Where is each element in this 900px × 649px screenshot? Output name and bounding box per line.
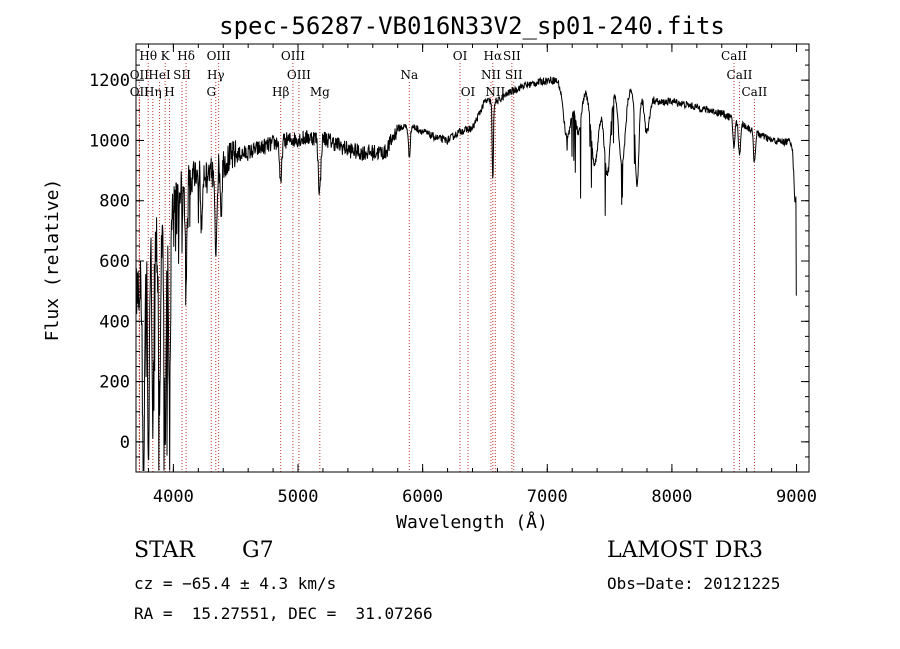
y-tick-label: 800	[99, 192, 130, 212]
spectral-line-label: SII	[503, 49, 521, 63]
spectral-line-label: SII	[173, 68, 191, 82]
spectral-line-label: Na	[400, 68, 418, 82]
object-subclass: G7	[242, 538, 274, 563]
spectral-line-label: OIII	[207, 49, 231, 63]
redshift-velocity: cz = −65.4 ± 4.3 km/s	[134, 574, 337, 593]
spectral-line-label: NII	[481, 68, 501, 82]
axes: 4000 5000 6000 7000 8000 9000 0 200 400 600 800 100…	[89, 44, 817, 507]
spectral-line-label: OI	[453, 49, 468, 63]
survey-name: LAMOST DR3	[607, 538, 763, 563]
x-tick-label: 7000	[527, 487, 568, 507]
y-tick-label: 600	[99, 252, 130, 272]
spectral-line-label: K	[161, 49, 171, 63]
y-tick-label: 200	[99, 373, 130, 393]
y-tick-label: 0	[120, 433, 130, 453]
spectral-line-label: OIII	[281, 49, 305, 63]
chart-title: spec-56287-VB016N33V2_sp01-240.fits	[219, 12, 725, 40]
spectral-line-label: Mg	[310, 85, 330, 99]
y-tick-label: 1200	[89, 71, 130, 91]
spectral-line-label: Hγ	[207, 68, 225, 82]
x-tick-label: 5000	[278, 487, 319, 507]
spectral-line-label: Hα	[484, 49, 503, 63]
object-type: STAR	[134, 538, 195, 563]
y-axis-label: Flux (relative)	[42, 179, 63, 342]
observation-date: Obs−Date: 20121225	[607, 574, 781, 593]
y-tick-label: 400	[99, 312, 130, 332]
x-tick-label: 6000	[402, 487, 443, 507]
spectral-line-label: H	[164, 85, 174, 99]
spectral-line-label: OI	[461, 85, 476, 99]
spectral-line-label: OII	[130, 85, 150, 99]
spectral-line-label: HeI	[148, 68, 171, 82]
spectral-line-label: CaII	[741, 85, 767, 99]
spectral-line-label: OIII	[287, 68, 311, 82]
spectral-line-label: SII	[505, 68, 523, 82]
spectral-line-label: CaII	[727, 68, 753, 82]
spectral-line-label: Hβ	[272, 85, 289, 99]
spectral-line-label: OII	[130, 68, 150, 82]
spectral-line-label: NII	[485, 85, 505, 99]
y-tick-label: 1000	[89, 131, 130, 151]
spectrum-curve	[135, 76, 797, 471]
x-tick-label: 4000	[153, 487, 194, 507]
spectral-line-label: G	[206, 85, 216, 99]
spectral-line-label: CaII	[721, 49, 747, 63]
x-tick-label: 9000	[776, 487, 817, 507]
spectral-line-label: Hη	[144, 85, 162, 99]
spectral-line-label: Hδ	[177, 49, 195, 63]
spectral-line-label: Hθ	[139, 49, 157, 63]
x-axis-label: Wavelength (Å)	[396, 511, 548, 533]
x-tick-label: 8000	[651, 487, 692, 507]
coordinates: RA = 15.27551, DEC = 31.07266	[134, 604, 433, 623]
